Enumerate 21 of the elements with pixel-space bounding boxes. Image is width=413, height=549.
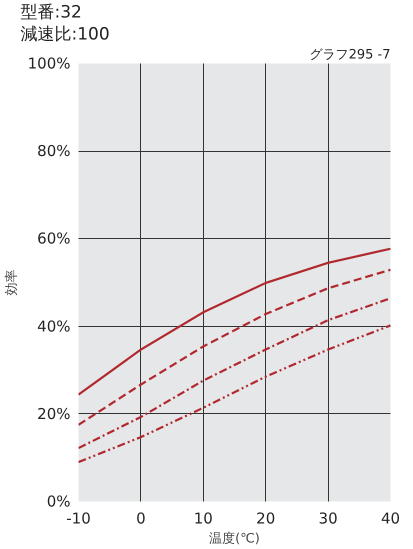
x-tick-label: -10 bbox=[66, 510, 91, 528]
line-series bbox=[78, 297, 390, 450]
text: 減速比:100 bbox=[20, 24, 110, 44]
y-tick-label: 100% bbox=[28, 54, 71, 72]
line-series bbox=[78, 248, 390, 396]
text: グラフ295 -7 bbox=[310, 48, 391, 62]
x-tick-label: 0 bbox=[136, 510, 146, 528]
x-tick-label: 30 bbox=[318, 510, 338, 528]
y-tick-label: 20% bbox=[37, 404, 71, 423]
x-tick-label: 40 bbox=[380, 510, 400, 528]
line-series bbox=[78, 268, 390, 426]
y-tick-label: 0% bbox=[46, 492, 70, 510]
y-tick-label: 40% bbox=[37, 317, 71, 336]
x-axis-title: 温度(℃) bbox=[209, 530, 260, 546]
x-tick-label: 20 bbox=[256, 510, 276, 528]
y-tick-label: 80% bbox=[37, 142, 71, 160]
y-axis-title: 効率 bbox=[4, 270, 20, 296]
y-tick-label: 60% bbox=[37, 230, 71, 248]
line-series bbox=[78, 324, 390, 464]
x-tick-label: 10 bbox=[194, 510, 213, 528]
text: 型番:32 bbox=[20, 2, 82, 22]
